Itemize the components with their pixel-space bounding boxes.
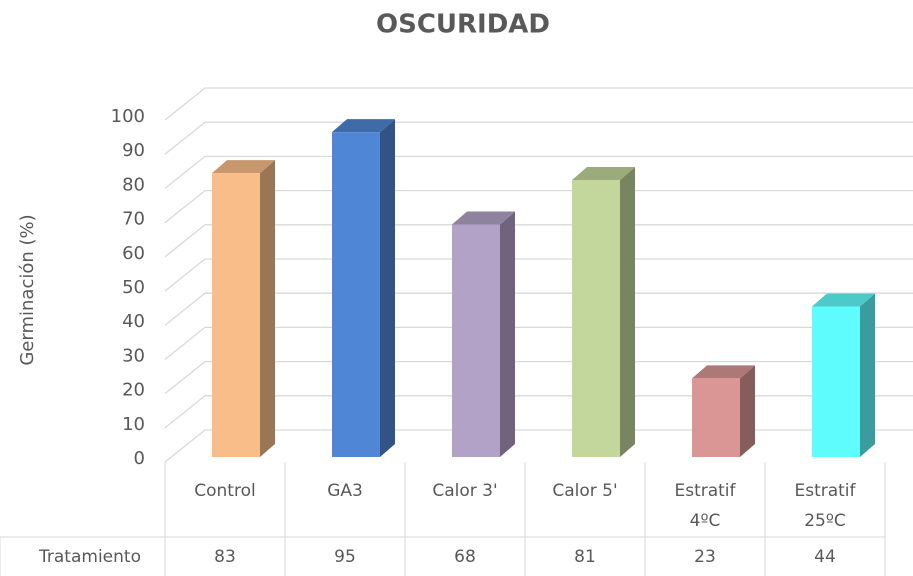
bar	[212, 160, 275, 457]
y-axis-label: Germinación (%)	[17, 214, 38, 365]
bar-side	[260, 160, 275, 457]
category-cell: GA3	[285, 476, 405, 506]
x-tick-label: Control	[194, 481, 256, 501]
grid-line	[164, 155, 913, 189]
y-tick-label: 60	[122, 243, 145, 264]
y-tick-label: 100	[111, 106, 145, 127]
bar-top	[692, 365, 755, 379]
bar-side	[740, 365, 755, 457]
y-tick-label: 50	[122, 277, 145, 298]
bar-front	[692, 378, 740, 457]
grid-line	[164, 429, 913, 463]
grid-line	[164, 224, 913, 258]
category-cell: Control	[165, 476, 285, 506]
bar-side	[620, 166, 635, 458]
y-tick-label: 40	[122, 311, 145, 332]
table-value: 44	[814, 547, 836, 567]
grid-line	[164, 87, 913, 121]
y-tick-label: 70	[122, 209, 145, 230]
y-tick-label: 20	[122, 380, 145, 401]
grid-line	[164, 326, 913, 360]
bar-top	[572, 166, 635, 180]
y-tick-label: 10	[122, 414, 145, 435]
table-value: 81	[574, 547, 596, 567]
x-tick-label: Calor 3'	[432, 481, 498, 501]
y-tick-label: 0	[134, 448, 145, 469]
bar-front	[572, 179, 620, 458]
bar-front	[332, 132, 380, 457]
bar-front	[812, 306, 860, 457]
chart-title: OSCURIDAD	[376, 10, 550, 40]
x-tick-label: Calor 5'	[552, 481, 618, 501]
bar	[692, 365, 755, 457]
bar-top	[212, 160, 275, 174]
bar-top	[332, 119, 395, 133]
bar-front	[452, 224, 500, 457]
category-cell: Calor 3'	[405, 476, 525, 506]
bar	[332, 119, 395, 457]
bar-top	[452, 211, 515, 225]
grid-line	[164, 395, 913, 429]
category-cell: Estratif 25ºC	[765, 476, 885, 536]
table-value: 95	[334, 547, 356, 567]
bar-top	[812, 293, 875, 307]
x-tick-label: GA3	[327, 481, 363, 501]
bar	[812, 293, 875, 457]
table-value: 68	[454, 547, 476, 567]
bar	[572, 166, 635, 458]
y-tick-label: 30	[122, 345, 145, 366]
y-tick-label: 90	[122, 140, 145, 161]
bar-side	[860, 293, 875, 457]
grid-line	[164, 360, 913, 395]
bar-side	[500, 211, 515, 457]
x-tick-label: Estratif 25ºC	[794, 481, 856, 531]
grid-line	[164, 121, 913, 155]
bar-side	[380, 119, 395, 457]
category-cell: Calor 5'	[525, 476, 645, 506]
table-value: 83	[214, 547, 236, 567]
table-value: 23	[694, 547, 716, 567]
bar	[452, 211, 515, 457]
y-tick-label: 80	[122, 174, 145, 195]
bar-front	[212, 173, 260, 457]
grid-line	[164, 292, 913, 326]
x-tick-label: Estratif 4ºC	[674, 481, 736, 531]
grid-line	[164, 189, 913, 224]
legend-label: Tratamiento	[38, 547, 141, 567]
grid-line	[164, 258, 913, 292]
category-cell: Estratif 4ºC	[645, 476, 765, 536]
